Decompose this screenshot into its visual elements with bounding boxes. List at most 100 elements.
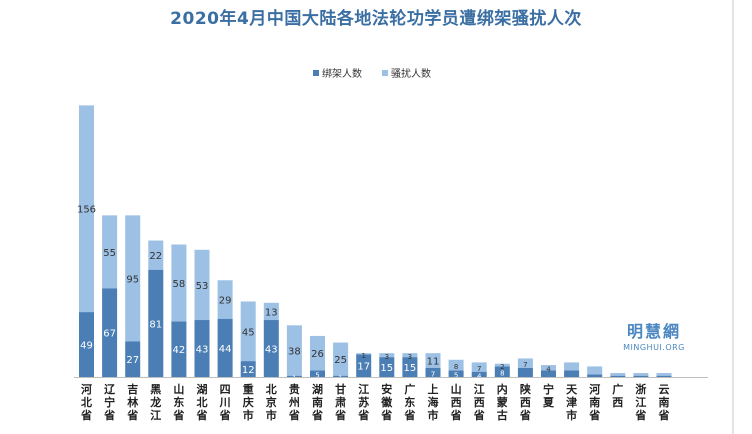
bar-harassed-24 <box>610 373 626 376</box>
category-label-11-char-3: 省 <box>311 408 323 422</box>
bar-abducted-9 <box>263 320 279 377</box>
bar-harassed-6 <box>194 249 210 321</box>
data-label-abducted-18: 4 <box>477 372 482 380</box>
bar-abducted-17 <box>448 370 464 377</box>
category-label-2-char-3: 省 <box>103 408 115 422</box>
bar-harassed-18 <box>471 362 487 372</box>
bar-abducted-21 <box>541 370 556 377</box>
category-label-17-char-3: 省 <box>450 408 462 422</box>
bar-harassed-3 <box>125 215 141 342</box>
category-label-5-char-2: 东 <box>173 395 184 409</box>
bar-abducted-16 <box>425 367 441 377</box>
bar-harassed-11 <box>310 335 325 371</box>
category-label-21-char-1: 宁 <box>543 382 554 396</box>
category-label-18-char-2: 西 <box>474 396 485 409</box>
data-label-harassed-4: 22 <box>149 251 162 262</box>
bar-harassed-23 <box>587 366 603 375</box>
legend-label-1: 绑架人数 <box>322 67 362 80</box>
category-label-13-char-3: 省 <box>357 408 369 422</box>
bar-harassed-17 <box>448 359 464 371</box>
category-label-15-char-2: 东 <box>404 395 415 409</box>
data-label-abducted-6: 43 <box>196 345 209 356</box>
bar-abducted-5 <box>171 321 187 377</box>
category-label-9-char-2: 京 <box>266 395 277 409</box>
data-label-abducted-16: 7 <box>431 370 435 378</box>
category-label-25-char-3: 省 <box>634 408 646 422</box>
bar-harassed-19 <box>494 363 510 367</box>
category-label-2-char-2: 宁 <box>104 395 115 409</box>
category-label-19-char-2: 蒙 <box>497 395 508 409</box>
category-label-20-char-1: 陕 <box>520 382 531 396</box>
data-label-harassed-2: 55 <box>103 248 116 259</box>
category-label-19-char-1: 内 <box>497 382 508 396</box>
bar-abducted-13 <box>356 354 372 377</box>
bar-abducted-6 <box>194 320 210 377</box>
category-label-25-char-1: 浙 <box>635 382 646 396</box>
bar-harassed-26 <box>656 373 672 376</box>
bar-harassed-8 <box>240 301 256 362</box>
category-label-22-char-1: 天 <box>566 383 578 396</box>
category-label-10-char-1: 贵 <box>289 382 300 396</box>
bar-abducted-18 <box>471 371 487 377</box>
category-label-13-char-2: 苏 <box>358 395 369 409</box>
data-label-harassed-9: 13 <box>265 307 278 318</box>
category-label-1-char-2: 北 <box>81 395 92 409</box>
category-label-8-char-1: 重 <box>243 382 254 396</box>
category-label-22-char-3: 市 <box>566 408 577 422</box>
category-label-15-char-3: 省 <box>403 408 415 422</box>
data-label-harassed-15: 3 <box>408 353 412 361</box>
bar-abducted-10 <box>286 375 302 377</box>
logo-chinese-text: 明慧網 <box>626 322 681 341</box>
category-label-3-char-1: 吉 <box>127 382 138 396</box>
data-label-harassed-14: 3 <box>385 353 389 361</box>
legend-swatch-1 <box>313 70 319 76</box>
data-label-abducted-2: 67 <box>103 329 116 340</box>
legend-label-2: 骚扰人数 <box>391 67 431 80</box>
category-label-15-char-1: 广 <box>404 382 415 396</box>
category-label-7-char-1: 四 <box>220 383 231 396</box>
category-label-10-char-2: 州 <box>288 396 300 409</box>
data-label-abducted-7: 44 <box>219 344 232 355</box>
bar-abducted-22 <box>564 370 580 377</box>
data-label-abducted-4: 81 <box>149 319 162 330</box>
category-label-16-char-1: 上 <box>428 382 439 396</box>
bar-abducted-7 <box>217 318 233 377</box>
category-label-12-char-3: 省 <box>334 408 346 422</box>
category-label-26-char-2: 南 <box>659 395 670 409</box>
bar-abducted-12 <box>333 375 349 377</box>
category-label-22-char-2: 津 <box>566 395 577 409</box>
category-label-13-char-1: 江 <box>358 382 369 396</box>
category-label-4-char-2: 龙 <box>149 395 161 409</box>
bar-abducted-20 <box>517 367 533 377</box>
data-label-harassed-3: 95 <box>126 274 139 285</box>
category-label-12-char-2: 肃 <box>335 395 346 409</box>
bar-abducted-8 <box>240 361 256 377</box>
data-label-abducted-13: 17 <box>357 362 370 373</box>
data-label-harassed-8: 45 <box>242 327 255 338</box>
category-label-14-char-2: 徽 <box>380 395 393 409</box>
category-label-3-char-2: 林 <box>127 395 138 409</box>
category-label-1-char-1: 河 <box>81 382 92 396</box>
category-label-8-char-2: 庆 <box>242 395 254 409</box>
category-label-17-char-2: 西 <box>451 396 462 409</box>
category-label-5-char-1: 山 <box>173 382 184 396</box>
category-label-4-char-1: 黑 <box>150 383 161 396</box>
data-label-abducted-3: 27 <box>126 355 139 366</box>
category-label-6-char-2: 北 <box>197 395 208 409</box>
category-label-18-char-1: 江 <box>474 382 485 396</box>
category-label-10-char-3: 省 <box>288 408 300 422</box>
category-label-17-char-1: 山 <box>451 382 462 396</box>
bar-abducted-2 <box>102 288 118 377</box>
bar-abducted-15 <box>402 357 418 377</box>
data-label-harassed-20: 7 <box>523 361 527 369</box>
category-label-4-char-3: 江 <box>150 408 161 422</box>
category-label-14-char-3: 省 <box>380 408 392 422</box>
bar-abducted-25 <box>633 375 649 377</box>
category-label-14-char-1: 安 <box>381 382 392 396</box>
data-label-abducted-8: 12 <box>242 365 255 376</box>
data-label-abducted-10: 1 <box>292 374 296 382</box>
category-label-19-char-3: 古 <box>497 408 508 422</box>
bar-harassed-9 <box>263 302 279 321</box>
data-label-abducted-11: 5 <box>315 372 319 380</box>
category-label-3-char-3: 省 <box>126 408 138 422</box>
